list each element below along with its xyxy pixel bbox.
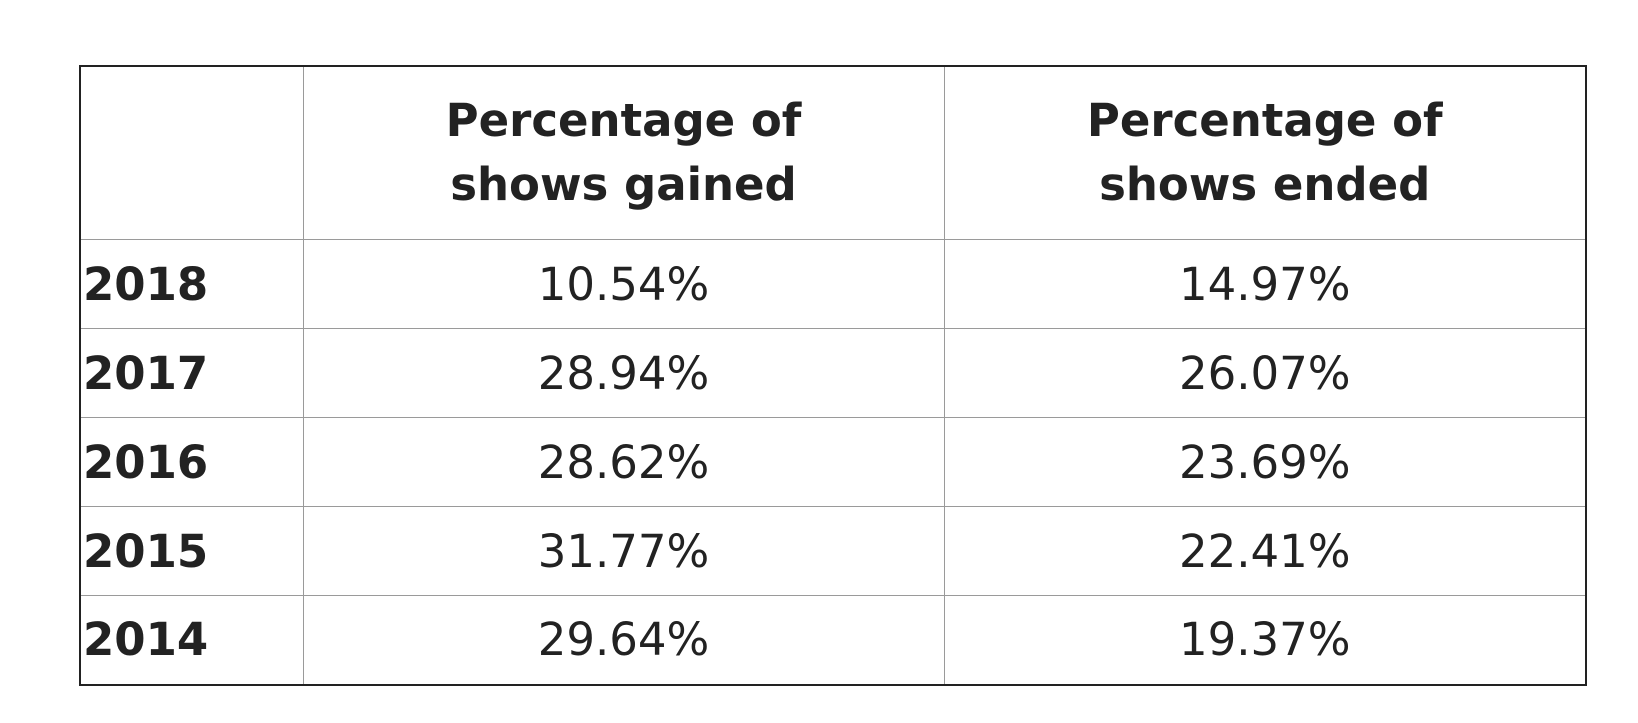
header-ended-line2: shows ended xyxy=(1099,158,1431,211)
header-row: Percentage of shows gained Percentage of… xyxy=(79,65,1587,240)
table-row: 2016 28.62% 23.69% xyxy=(79,417,1587,507)
gained-cell: 29.64% xyxy=(302,595,945,685)
table-row: 2018 10.54% 14.97% xyxy=(79,239,1587,329)
ended-cell: 22.41% xyxy=(943,506,1587,596)
gained-cell: 28.62% xyxy=(302,417,945,507)
header-gained-line1: Percentage of xyxy=(445,94,802,147)
year-cell: 2018 xyxy=(79,239,304,329)
year-cell: 2014 xyxy=(79,595,304,685)
table-row: 2014 29.64% 19.37% xyxy=(79,595,1587,685)
header-cell-ended: Percentage of shows ended xyxy=(943,65,1587,240)
year-cell: 2016 xyxy=(79,417,304,507)
ended-cell: 19.37% xyxy=(943,595,1587,685)
ended-cell: 26.07% xyxy=(943,328,1587,418)
table-row: 2015 31.77% 22.41% xyxy=(79,506,1587,596)
year-cell: 2017 xyxy=(79,328,304,418)
data-table: Percentage of shows gained Percentage of… xyxy=(79,65,1587,686)
header-gained-line2: shows gained xyxy=(450,158,797,211)
gained-cell: 10.54% xyxy=(302,239,945,329)
header-ended-line1: Percentage of xyxy=(1086,94,1443,147)
ended-cell: 14.97% xyxy=(943,239,1587,329)
year-cell: 2015 xyxy=(79,506,304,596)
header-cell-year xyxy=(79,65,304,240)
gained-cell: 31.77% xyxy=(302,506,945,596)
ended-cell: 23.69% xyxy=(943,417,1587,507)
header-cell-gained: Percentage of shows gained xyxy=(302,65,945,240)
gained-cell: 28.94% xyxy=(302,328,945,418)
table-row: 2017 28.94% 26.07% xyxy=(79,328,1587,418)
